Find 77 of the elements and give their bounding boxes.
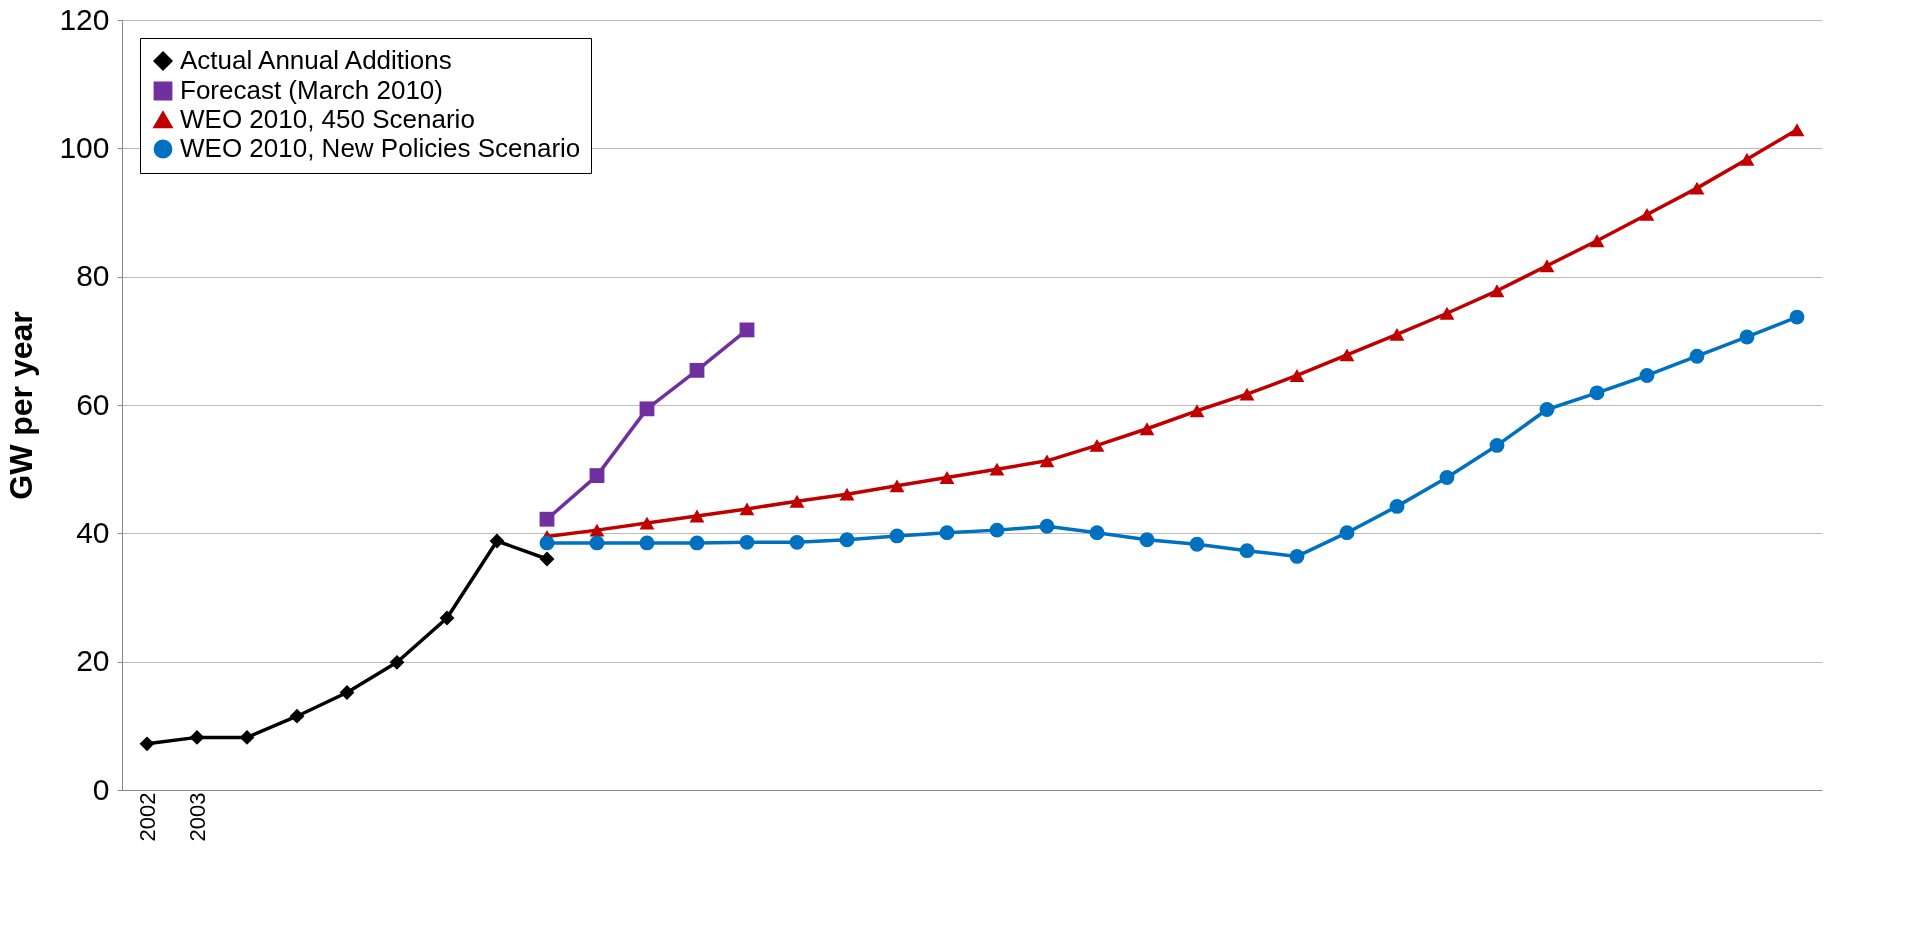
point [1589,234,1605,248]
legend-label: WEO 2010, New Policies Scenario [180,133,581,163]
point [1439,306,1455,320]
point [1739,152,1755,166]
point [1539,402,1555,417]
point [939,525,955,541]
point [1439,470,1455,485]
point [839,532,855,548]
point [889,528,905,544]
y-tick-label: 100 [59,130,110,164]
point [689,509,705,523]
point [489,533,505,549]
point [989,462,1005,476]
point [439,610,455,626]
point [1289,549,1305,564]
point [1039,518,1055,534]
y-tick-label: 0 [92,772,110,806]
legend-label: Actual Annual Additions [180,45,452,75]
point [639,401,655,417]
point [389,654,405,670]
point [889,479,905,493]
point [789,534,805,550]
point [689,535,705,551]
point [1489,284,1505,298]
point [1639,368,1655,383]
point [1139,532,1155,548]
point [639,535,655,551]
point [1389,327,1405,341]
point [1389,498,1405,514]
point [1289,369,1305,382]
x-tick-label: 2002 [134,792,160,842]
point [1789,123,1805,137]
point [1539,259,1555,273]
point [139,736,155,752]
point [839,487,855,501]
point [789,494,805,508]
point [589,468,605,483]
point [289,708,305,724]
point [189,729,205,745]
point [639,516,655,530]
point [1239,543,1255,559]
point [1189,536,1205,552]
point [1089,525,1105,541]
y-tick-label: 120 [59,2,110,36]
point [739,534,755,550]
point [589,535,605,551]
point [1189,404,1205,418]
point [1139,422,1155,436]
point [1689,348,1705,364]
point [239,729,255,745]
point [1339,525,1355,541]
point [1339,348,1355,362]
point [1489,438,1505,453]
point [539,511,555,527]
legend-label: Forecast (March 2010) [180,75,443,105]
point [1039,454,1055,468]
point [1589,385,1605,401]
point [1689,181,1705,195]
point [939,471,955,484]
y-tick-label: 80 [76,259,110,293]
point [1639,208,1655,221]
y-tick-label: 40 [76,515,110,549]
point [589,523,605,537]
y-tick-label: 20 [76,644,110,678]
y-tick-label: 60 [76,387,110,421]
point [989,522,1005,538]
x-tick-label: 2003 [184,792,210,842]
legend-label: WEO 2010, 450 Scenario [180,104,475,134]
y-axis-title: GW per year [3,311,40,500]
point [1089,439,1105,452]
point [689,362,705,378]
point [1239,387,1255,401]
point [1789,309,1805,325]
point [739,502,755,516]
point [1739,329,1755,345]
point [539,535,555,551]
point [539,551,555,567]
